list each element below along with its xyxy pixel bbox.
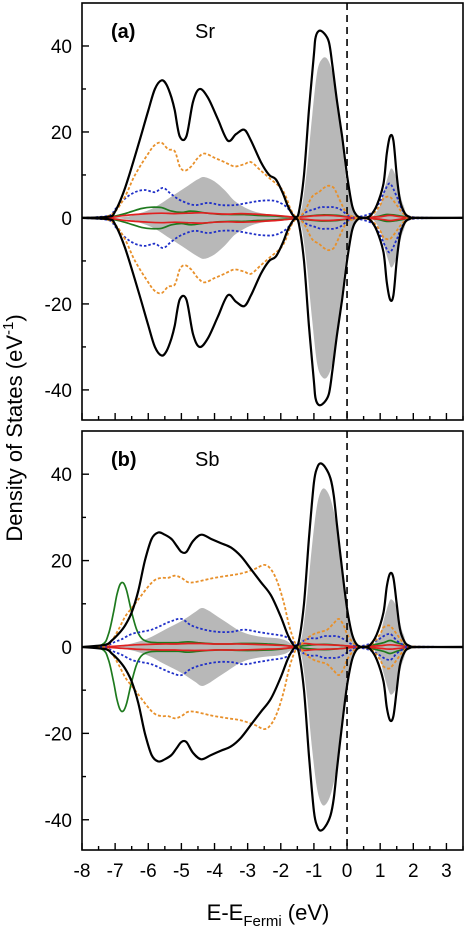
y-tick-label: 0 xyxy=(61,638,72,659)
y-tick-label: -40 xyxy=(45,381,72,402)
x-tick-label: -3 xyxy=(239,861,256,882)
panel-a: -40 -20 0 20 40 (a) Sr xyxy=(45,2,464,421)
panel-tag: (a) xyxy=(111,21,135,43)
partial-dos-spin-up-line xyxy=(82,617,463,648)
x-tick-label: 1 xyxy=(375,861,386,882)
x-tick-label: -2 xyxy=(272,861,289,882)
y-tick-label: -40 xyxy=(45,811,72,832)
x-tick-label: -5 xyxy=(173,861,190,882)
x-tick-label: -7 xyxy=(107,861,124,882)
partial-dos-spin-up-line xyxy=(82,182,463,219)
plot-area xyxy=(82,462,463,832)
plot-area xyxy=(82,29,463,407)
x-axis-title: E-EFermi (eV) xyxy=(207,900,330,930)
y-tick-label: 40 xyxy=(51,465,72,486)
y-tick-label: 20 xyxy=(51,552,72,573)
panel-frame xyxy=(81,2,464,421)
total-dos-spin-down-line xyxy=(82,645,463,832)
partial-dos-spin-up-line xyxy=(82,211,463,219)
element-label: Sb xyxy=(195,449,219,471)
element-label: Sr xyxy=(195,21,215,43)
x-tick-label: -8 xyxy=(74,861,91,882)
partial-dos-spin-down-line xyxy=(82,217,463,295)
x-tick-label: -6 xyxy=(140,861,157,882)
total-dos-spin-up-line xyxy=(82,462,463,649)
partial-dos-spin-down-line xyxy=(82,646,463,677)
partial-dos-spin-up-line xyxy=(82,581,463,648)
y-tick-label: 20 xyxy=(51,123,72,144)
partial-dos-spin-down-line xyxy=(82,646,463,652)
partial-dos-spin-up-line xyxy=(82,642,463,648)
x-tick-label: 3 xyxy=(441,861,452,882)
x-tick-label: -4 xyxy=(206,861,223,882)
partial-dos-spin-up-line xyxy=(82,141,463,219)
partial-dos-spin-down-line xyxy=(82,646,463,713)
partial-dos-spin-down-line xyxy=(82,645,463,730)
y-tick-label: 40 xyxy=(51,37,72,58)
y-axis-title: Density of States (eV-1) xyxy=(0,314,27,541)
panel-b: -40 -20 0 20 40 (b) Sb xyxy=(45,430,464,851)
total-dos-spin-up-line xyxy=(82,29,463,220)
x-tick-label: -1 xyxy=(305,861,322,882)
partial-dos-spin-down-line xyxy=(82,217,463,224)
panel-tag: (b) xyxy=(111,449,137,471)
x-axis-ticks: -8 -7 -6 -5 -4 -3 -2 -1 0 1 2 3 xyxy=(74,861,452,882)
y-tick-label: -20 xyxy=(45,724,72,745)
y-tick-label: 0 xyxy=(61,209,72,230)
partial-dos-spin-up-line xyxy=(82,564,463,649)
y-tick-label: -20 xyxy=(45,295,72,316)
shaded-dos-area xyxy=(82,57,463,379)
x-tick-label: 0 xyxy=(342,861,353,882)
shaded-dos-area xyxy=(82,488,463,806)
total-dos-spin-down-line xyxy=(82,216,463,407)
x-tick-label: 2 xyxy=(408,861,419,882)
panel-frame xyxy=(81,430,464,851)
